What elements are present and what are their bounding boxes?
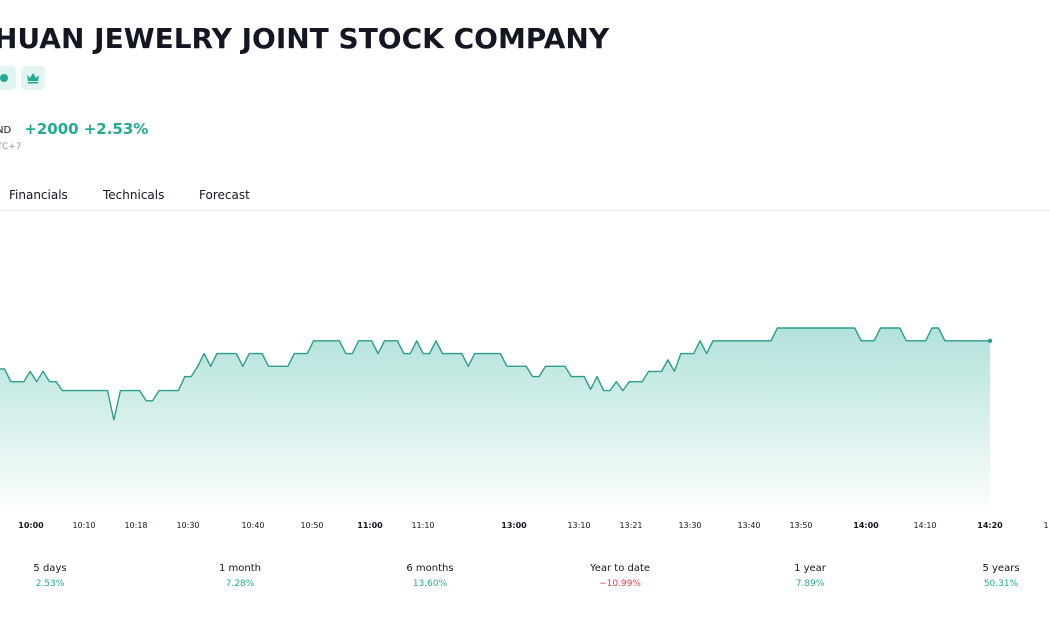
currency-label: ND xyxy=(0,125,12,136)
tab-technicals[interactable]: Technicals xyxy=(103,188,165,202)
status-badge[interactable] xyxy=(0,66,16,90)
performance-item[interactable]: 1 month 7.28% xyxy=(219,563,261,589)
x-tick-label: 13:00 xyxy=(501,521,527,530)
performance-item[interactable]: 5 days 2.53% xyxy=(33,563,66,589)
performance-value: 13.60% xyxy=(413,579,448,589)
performance-item[interactable]: 6 months 13.60% xyxy=(406,563,453,589)
price-change-row: ND +2000 +2.53% xyxy=(0,119,148,138)
x-tick-label: 14:20 xyxy=(977,521,1003,530)
performance-period-label: 5 days xyxy=(33,563,66,574)
x-tick-label: 10:50 xyxy=(300,521,323,530)
change-absolute: +2000 xyxy=(24,120,79,138)
performance-value: 7.89% xyxy=(796,579,825,589)
price-area-fill xyxy=(0,328,990,506)
x-tick-label: 10:18 xyxy=(124,521,147,530)
x-tick-label: 13:50 xyxy=(789,521,812,530)
performance-period-label: 1 year xyxy=(794,563,827,574)
x-tick-label: 13:30 xyxy=(678,521,701,530)
performance-item[interactable]: Year to date −10.99% xyxy=(589,563,650,589)
badge-group xyxy=(0,66,45,90)
performance-period-label: Year to date xyxy=(589,563,650,574)
timezone-label: TC+7 xyxy=(0,142,22,152)
tab-forecast[interactable]: Forecast xyxy=(199,188,250,202)
performance-item[interactable]: 5 years 50.31% xyxy=(982,563,1019,589)
performance-value: 50.31% xyxy=(984,579,1019,589)
tab-bar: Financials Technicals Forecast xyxy=(0,186,1050,211)
x-tick-label: 10:00 xyxy=(18,521,44,530)
price-series-line xyxy=(0,327,990,421)
change-percent: +2.53% xyxy=(83,120,149,138)
x-tick-label: 10:30 xyxy=(176,521,199,530)
performance-period-label: 1 month xyxy=(219,563,261,574)
x-tick-label: 1 xyxy=(1043,521,1048,530)
x-tick-label: 11:10 xyxy=(411,521,434,530)
x-tick-label: 11:00 xyxy=(357,521,383,530)
performance-period-label: 5 years xyxy=(982,563,1019,574)
x-tick-label: 13:21 xyxy=(619,521,642,530)
tab-financials[interactable]: Financials xyxy=(9,188,68,202)
performance-value: −10.99% xyxy=(599,579,641,589)
performance-value: 7.28% xyxy=(226,579,255,589)
premium-badge[interactable] xyxy=(21,66,45,90)
last-price-point xyxy=(987,338,993,343)
performance-value: 2.53% xyxy=(36,579,65,589)
x-tick-label: 10:10 xyxy=(72,521,95,530)
x-tick-label: 14:00 xyxy=(853,521,879,530)
performance-period-label: 6 months xyxy=(406,563,453,574)
status-dot-icon xyxy=(0,74,8,82)
performance-item[interactable]: 1 year 7.89% xyxy=(794,563,827,589)
x-tick-label: 13:40 xyxy=(737,521,760,530)
x-tick-label: 10:40 xyxy=(241,521,264,530)
x-tick-label: 13:10 xyxy=(567,521,590,530)
crown-icon xyxy=(27,73,39,84)
price-chart[interactable]: 10:00 10:10 10:18 10:30 10:40 10:50 11:00 11:10… xyxy=(0,210,1050,630)
x-tick-label: 14:10 xyxy=(913,521,936,530)
page-title: HUAN JEWELRY JOINT STOCK COMPANY xyxy=(0,22,610,55)
